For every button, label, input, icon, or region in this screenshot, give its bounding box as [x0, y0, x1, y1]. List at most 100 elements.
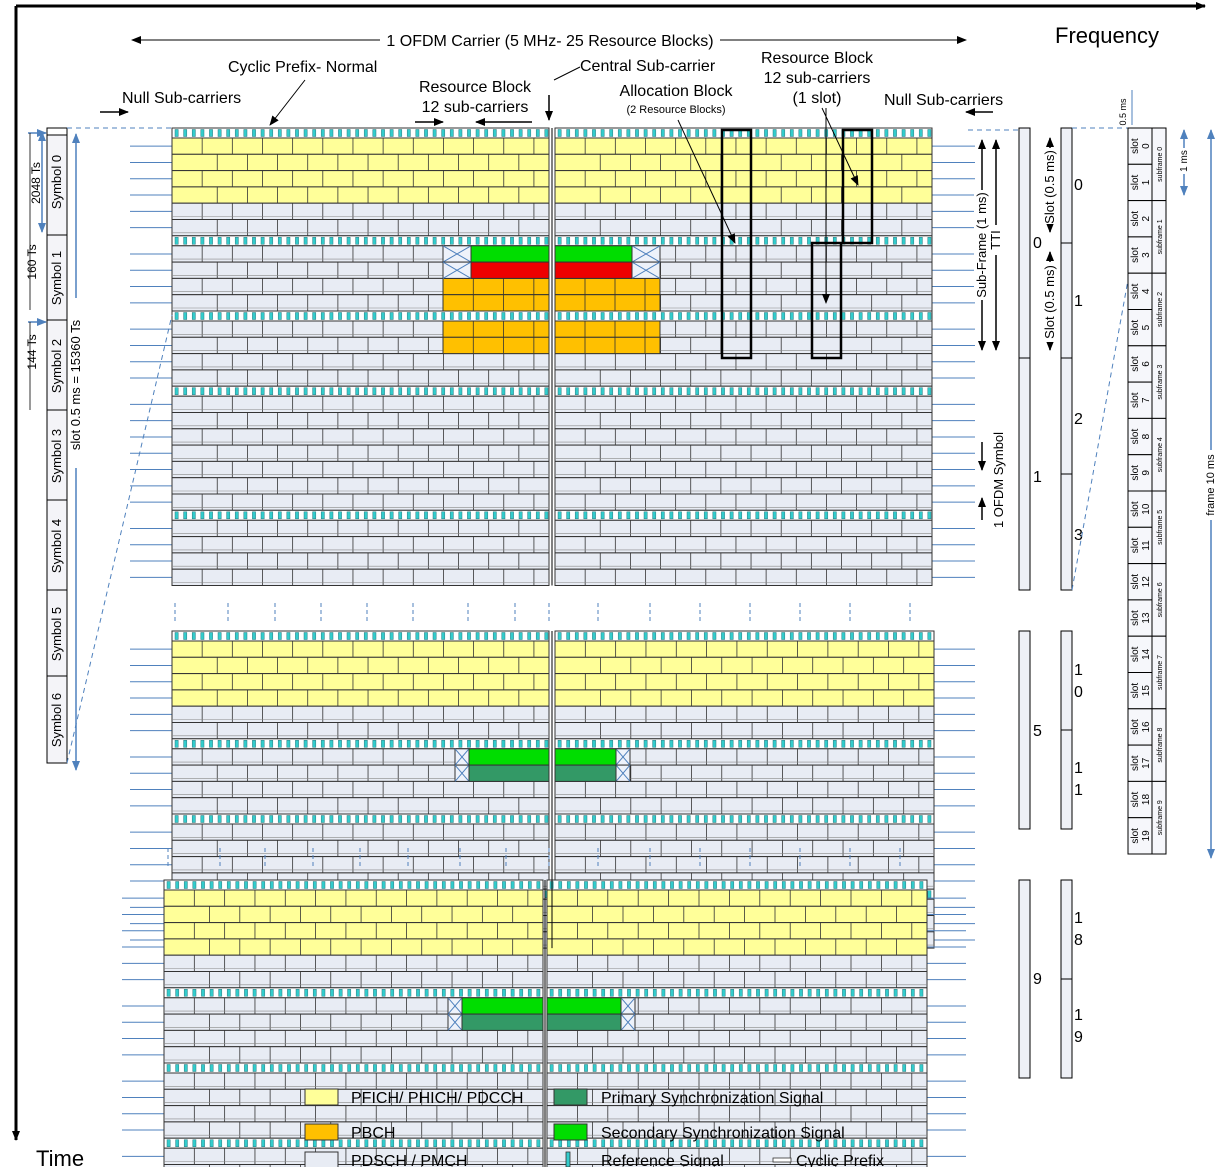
reference-signal — [468, 1065, 471, 1072]
secondary-sync-signal — [547, 998, 621, 1014]
reference-signal — [485, 633, 488, 640]
reference-signal — [807, 313, 810, 320]
reference-signal — [459, 1065, 462, 1072]
reference-signal — [476, 313, 479, 320]
reference-signal — [528, 1140, 531, 1147]
pdcch-row — [555, 154, 932, 170]
reference-signal — [816, 130, 819, 137]
frame-slot-number: 5 — [1141, 324, 1152, 330]
reference-signal — [678, 237, 681, 244]
reference-signal — [730, 816, 733, 823]
reference-signal — [756, 882, 759, 889]
reference-signal — [442, 237, 445, 244]
reference-signal — [493, 633, 496, 640]
legend-pdcch: PFICH/ PHICH/ PDCCH — [351, 1090, 523, 1107]
reference-signal — [799, 633, 802, 640]
reference-signal — [305, 1065, 308, 1072]
reference-signal — [545, 237, 548, 244]
reference-signal — [442, 313, 445, 320]
reference-signal — [601, 740, 604, 747]
reference-signal — [764, 816, 767, 823]
reference-signal — [704, 740, 707, 747]
reference-signal — [390, 816, 393, 823]
reference-signal — [859, 740, 862, 747]
secondary-sync-signal — [555, 246, 632, 262]
reference-signal — [705, 882, 708, 889]
reference-signal — [219, 1140, 222, 1147]
reference-signal — [493, 740, 496, 747]
reference-signal — [773, 816, 776, 823]
reference-signal — [528, 882, 531, 889]
reference-signal — [451, 882, 454, 889]
reference-signal — [270, 237, 273, 244]
reference-signal — [176, 1140, 179, 1147]
frame-slot-number: 12 — [1141, 576, 1152, 588]
reference-signal — [519, 237, 522, 244]
reference-signal — [433, 512, 436, 519]
reference-signal — [705, 989, 708, 996]
reference-signal — [485, 1140, 488, 1147]
reference-signal — [209, 740, 212, 747]
reference-signal — [731, 989, 734, 996]
reference-signal — [696, 1065, 699, 1072]
reference-signal — [584, 1140, 587, 1147]
reference-signal — [502, 130, 505, 137]
reference-signal — [399, 512, 402, 519]
reference-signal — [885, 512, 888, 519]
reference-signal — [575, 740, 578, 747]
pdsch-row — [547, 972, 927, 988]
reference-signal — [373, 882, 376, 889]
reference-signal — [773, 388, 776, 395]
reference-signal — [627, 237, 630, 244]
pdcch-row — [547, 890, 927, 906]
reference-signal — [201, 882, 204, 889]
reference-signal — [713, 130, 716, 137]
reference-signal — [287, 130, 290, 137]
reference-signal — [868, 740, 871, 747]
reference-signal — [322, 989, 325, 996]
frame-slot-label: slot — [1130, 392, 1141, 408]
reference-signal — [450, 237, 453, 244]
reference-signal — [209, 237, 212, 244]
reference-signal — [494, 1065, 497, 1072]
secondary-sync-signal — [471, 246, 549, 262]
reference-signal — [528, 237, 531, 244]
reference-signal — [502, 633, 505, 640]
reference-signal — [868, 1065, 871, 1072]
reference-signal — [584, 1065, 587, 1072]
reference-signal — [773, 313, 776, 320]
reference-signal — [903, 1065, 906, 1072]
pdcch-row — [164, 890, 543, 906]
reference-signal — [584, 237, 587, 244]
reference-signal — [833, 633, 836, 640]
reference-signal — [476, 512, 479, 519]
pdsch-row — [555, 840, 934, 856]
reference-signal — [201, 1140, 204, 1147]
reference-signal — [261, 313, 264, 320]
reference-signal — [730, 388, 733, 395]
reference-signal — [559, 882, 562, 889]
reference-signal — [201, 130, 204, 137]
reference-signal — [842, 882, 845, 889]
reference-signal — [791, 1065, 794, 1072]
reference-signal — [765, 882, 768, 889]
reference-signal — [834, 1065, 837, 1072]
reference-signal — [653, 1065, 656, 1072]
reference-signal — [885, 237, 888, 244]
one-ms-label: 1 ms — [1179, 150, 1190, 172]
resource-block-slot-label-1: Resource Block — [761, 50, 874, 67]
reference-signal — [167, 882, 170, 889]
reference-signal — [510, 512, 513, 519]
reference-signal — [356, 388, 359, 395]
reference-signal — [687, 130, 690, 137]
reference-signal — [278, 633, 281, 640]
reference-signal — [688, 989, 691, 996]
frame-slot-number: 16 — [1141, 721, 1152, 733]
symbol-1-label: Symbol 1 — [49, 251, 64, 305]
reference-signal — [184, 989, 187, 996]
reference-signal — [244, 512, 247, 519]
resource-block-label-2: 12 sub-carriers — [422, 99, 529, 116]
legend-swatch-cp — [773, 1158, 791, 1162]
reference-signal — [816, 740, 819, 747]
reference-signal — [459, 740, 462, 747]
